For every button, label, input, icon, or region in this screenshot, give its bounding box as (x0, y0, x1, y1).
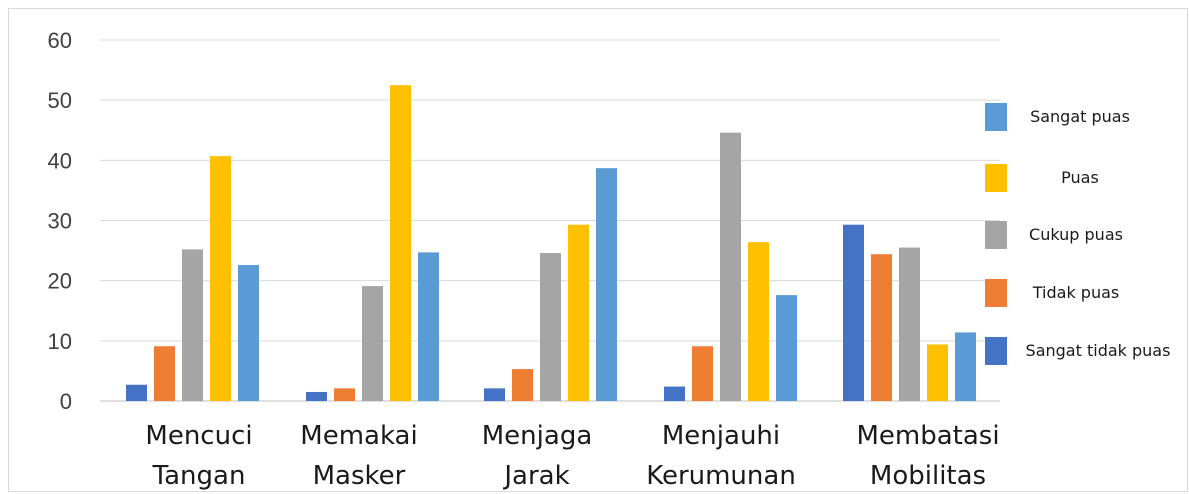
legend-label: Tidak puas (1032, 283, 1119, 302)
x-axis-categories: Mencuci Tangan Memakai Masker Menjaga Jarak Me… (145, 421, 999, 491)
legend-swatch (985, 279, 1007, 307)
y-tick-label: 60 (48, 28, 72, 53)
y-axis-ticks: 0 10 20 30 40 50 60 (48, 28, 72, 414)
bar-sangat-puas-1 (418, 252, 439, 401)
legend-swatch (985, 221, 1007, 249)
x-category-label: Mencuci (145, 421, 252, 451)
bar-sangat-tidak-puas-4 (843, 224, 864, 401)
bar-sangat-puas-4 (955, 332, 976, 401)
legend-swatch (985, 337, 1007, 365)
bar-cukup-puas-2 (540, 252, 561, 401)
bar-sangat-puas-3 (776, 295, 797, 401)
bars (126, 85, 976, 401)
legend-swatch (985, 103, 1007, 131)
bar-sangat-tidak-puas-3 (664, 386, 685, 401)
x-category-label: Kerumunan (646, 461, 796, 491)
y-tick-label: 10 (48, 329, 72, 354)
bar-tidak-puas-3 (692, 346, 713, 401)
bar-sangat-puas-0 (238, 265, 259, 401)
bar-sangat-puas-2 (596, 168, 617, 401)
x-category-label: Membatasi (856, 421, 999, 451)
bar-puas-3 (748, 242, 769, 401)
x-category-label: Tangan (152, 461, 246, 491)
x-category-label: Jarak (502, 461, 569, 491)
bar-cukup-puas-3 (720, 132, 741, 401)
y-tick-label: 0 (60, 389, 72, 414)
bar-sangat-tidak-puas-2 (484, 388, 505, 401)
bar-tidak-puas-4 (871, 254, 892, 401)
y-tick-label: 50 (48, 88, 72, 113)
x-category-label: Memakai (300, 421, 417, 451)
bar-sangat-tidak-puas-1 (306, 391, 327, 401)
bar-puas-2 (568, 224, 589, 401)
bar-cukup-puas-0 (182, 249, 203, 401)
legend-swatch (985, 164, 1007, 192)
bar-cukup-puas-4 (899, 247, 920, 401)
bar-cukup-puas-1 (362, 286, 383, 401)
y-tick-label: 20 (48, 269, 72, 294)
legend-label: Cukup puas (1029, 225, 1123, 244)
bar-puas-0 (210, 156, 231, 401)
bar-puas-4 (927, 344, 948, 401)
bar-tidak-puas-2 (512, 369, 533, 401)
bar-tidak-puas-0 (154, 346, 175, 401)
bar-sangat-tidak-puas-0 (126, 384, 147, 401)
legend-label: Sangat puas (1030, 107, 1130, 126)
legend: Sangat puas Puas Cukup puas Tidak puas Sanga… (985, 103, 1170, 365)
x-category-label: Menjaga (482, 421, 593, 451)
legend-label: Puas (1061, 168, 1099, 187)
bar-tidak-puas-1 (334, 388, 355, 401)
y-tick-label: 40 (48, 148, 72, 173)
x-category-label: Mobilitas (870, 461, 986, 491)
x-category-label: Menjauhi (662, 421, 780, 451)
bar-puas-1 (390, 85, 411, 401)
y-tick-label: 30 (48, 209, 72, 234)
x-category-label: Masker (313, 461, 406, 491)
legend-label: Sangat tidak puas (1026, 341, 1171, 360)
